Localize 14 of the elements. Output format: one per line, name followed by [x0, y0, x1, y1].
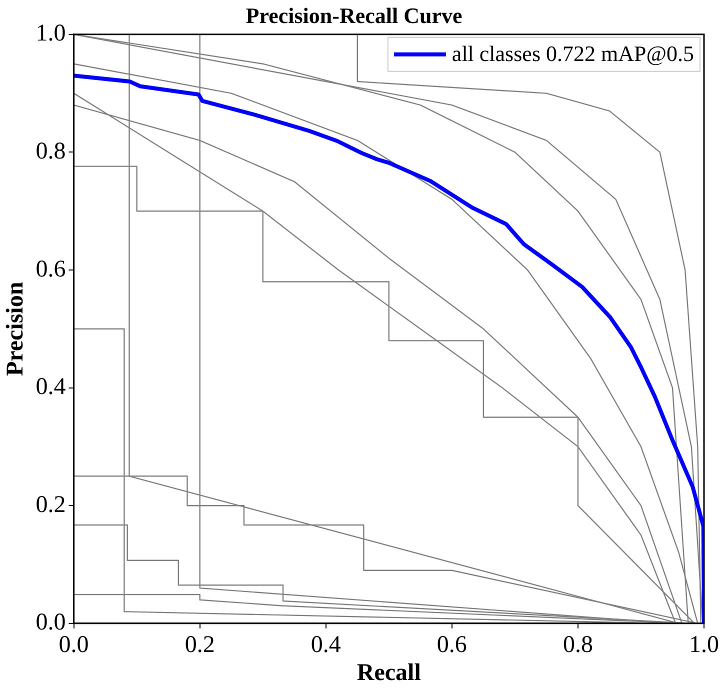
y-tick-label: 0.8 — [36, 138, 66, 164]
x-tick-label: 0.8 — [562, 632, 593, 658]
y-tick-label: 0.4 — [36, 374, 66, 400]
x-tick-label: 0.4 — [310, 632, 341, 658]
x-tick-label: 1.0 — [689, 632, 719, 658]
x-tick-label: 0.6 — [436, 632, 467, 658]
y-tick-label: 1.0 — [36, 20, 66, 47]
legend-label: all classes 0.722 mAP@0.5 — [452, 41, 694, 66]
x-axis-title: Recall — [356, 660, 422, 686]
y-axis-title: Precision — [2, 282, 29, 376]
y-tick-label: 0.6 — [36, 256, 66, 282]
x-tick-label: 0.2 — [184, 632, 215, 658]
y-tick-label: 0.2 — [36, 492, 66, 518]
chart-title: Precision-Recall Curve — [246, 2, 462, 28]
